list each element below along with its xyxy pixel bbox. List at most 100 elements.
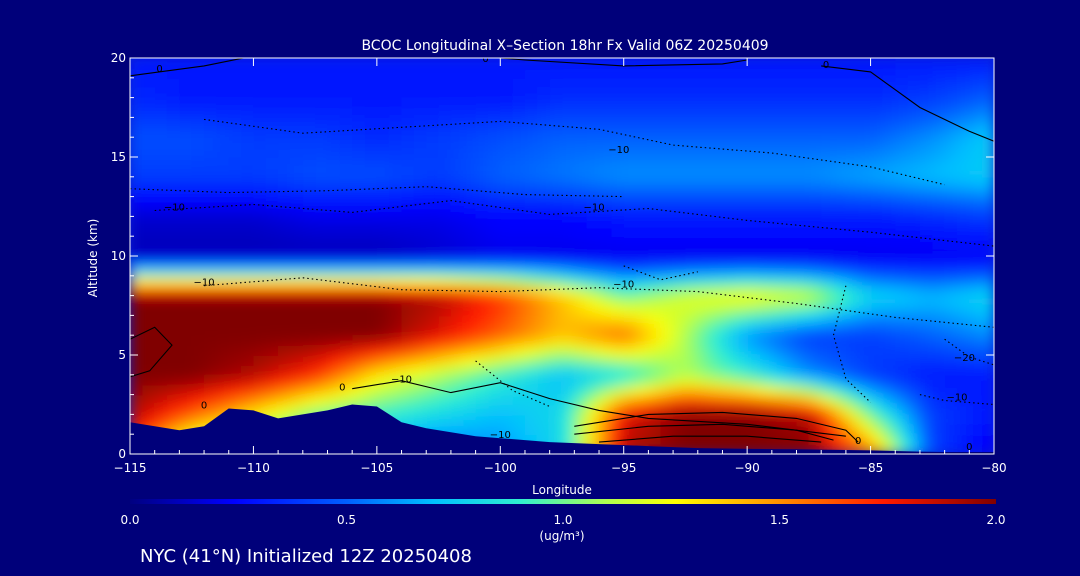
heatmap-cell [660,256,674,267]
heatmap-cell [537,236,551,247]
heatmap-cell [549,325,563,336]
heatmap-cell [796,364,810,376]
heatmap-cell [821,107,835,119]
heatmap-cell [660,127,674,138]
heatmap-cell [636,424,650,435]
heatmap-cell [130,186,144,198]
heatmap-cell [623,285,637,297]
heatmap-cell [450,166,464,178]
heatmap-cell [487,355,501,366]
heatmap-cell [241,265,255,277]
heatmap-cell [648,345,662,356]
heatmap-cell [710,424,724,435]
heatmap-cell [154,335,168,346]
heatmap-cell [253,394,267,406]
heatmap-cell [734,374,748,386]
heatmap-cell [648,246,662,257]
contour-label: 0 [823,60,829,71]
heatmap-cell [142,166,156,178]
heatmap-cell [463,384,477,396]
heatmap-cell [438,58,452,69]
heatmap-cell [438,176,452,188]
heatmap-cell [771,97,785,109]
heatmap-cell [660,384,674,396]
heatmap-cell [167,315,181,327]
heatmap-cell [858,305,872,317]
heatmap-cell [352,226,366,237]
heatmap-cell [167,157,181,168]
heatmap-cell [167,335,181,346]
heatmap-cell [352,77,366,89]
heatmap-cell [969,196,983,208]
heatmap-cell [796,394,810,406]
heatmap-cell [191,404,205,416]
heatmap-cell [673,325,687,336]
heatmap-cell [895,226,909,237]
heatmap-cell [944,374,958,386]
heatmap-cell [660,335,674,346]
heatmap-cell [895,117,909,129]
heatmap-cell [389,265,403,277]
heatmap-cell [352,107,366,119]
heatmap-cell [191,295,205,307]
heatmap-cell [932,444,946,454]
heatmap-cell [487,295,501,307]
heatmap-cell [759,216,773,228]
heatmap-cell [660,67,674,79]
heatmap-cell [339,305,353,317]
heatmap-cell [204,335,218,346]
heatmap-cell [352,374,366,386]
heatmap-cell [870,137,884,148]
heatmap-cell [549,176,563,188]
heatmap-cell [944,176,958,188]
heatmap-cell [376,246,390,257]
heatmap-cell [315,236,329,247]
heatmap-cell [932,374,946,386]
heatmap-cell [500,315,514,327]
heatmap-cell [969,275,983,287]
heatmap-cell [957,275,971,287]
heatmap-cell [327,117,341,129]
heatmap-cell [759,424,773,435]
heatmap-cell [623,157,637,168]
heatmap-cell [660,166,674,178]
heatmap-cell [882,166,896,178]
heatmap-cell [265,87,279,99]
heatmap-cell [808,325,822,336]
heatmap-cell [216,127,230,138]
heatmap-cell [771,256,785,267]
heatmap-cell [167,275,181,287]
heatmap-cell [450,206,464,218]
heatmap-cell [944,216,958,228]
heatmap-cell [339,355,353,366]
heatmap-cell [808,424,822,435]
heatmap-cell [858,186,872,198]
heatmap-cell [438,166,452,178]
heatmap-cell [438,305,452,317]
heatmap-cell [895,246,909,257]
heatmap-cell [611,305,625,317]
heatmap-cell [845,394,859,406]
heatmap-cell [327,275,341,287]
heatmap-cell [957,424,971,435]
heatmap-cell [216,196,230,208]
heatmap-cell [833,77,847,89]
heatmap-cell [882,77,896,89]
heatmap-cell [487,246,501,257]
heatmap-cell [537,394,551,406]
heatmap-cell [710,166,724,178]
heatmap-cell [179,285,193,297]
heatmap-cell [932,58,946,69]
heatmap-cell [438,364,452,376]
heatmap-cell [623,414,637,426]
heatmap-cell [426,295,440,307]
heatmap-cell [500,364,514,376]
heatmap-cell [216,345,230,356]
heatmap-cell [919,216,933,228]
heatmap-cell [673,117,687,129]
heatmap-cell [537,67,551,79]
heatmap-cell [685,58,699,69]
heatmap-cell [845,87,859,99]
heatmap-cell [315,216,329,228]
heatmap-cell [673,166,687,178]
